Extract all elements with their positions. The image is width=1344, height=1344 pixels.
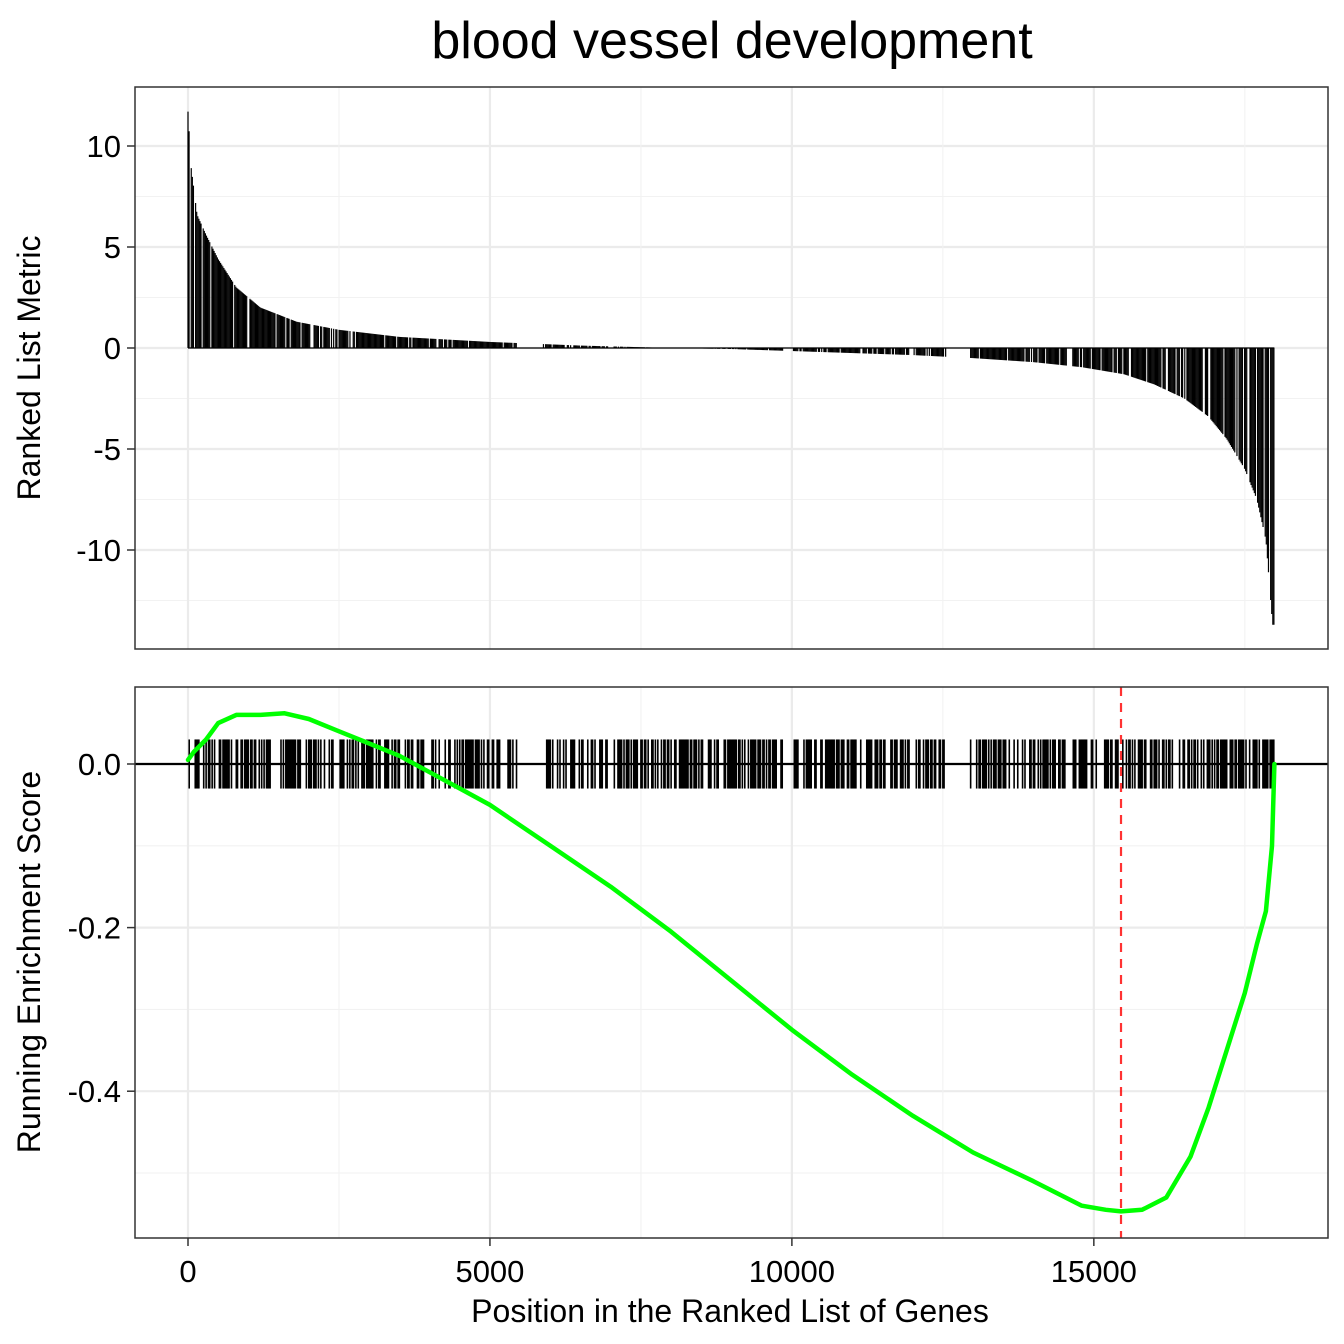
y-tick-label: 0.0 — [78, 747, 121, 782]
bottom-panel-border — [134, 686, 1329, 1239]
top-y-axis-title: Ranked List Metric — [11, 236, 47, 501]
y-tick-label: -0.4 — [68, 1074, 121, 1109]
y-tick-label: -10 — [76, 533, 121, 568]
y-tick-label: -5 — [93, 432, 121, 467]
y-tick-label: 5 — [104, 230, 121, 265]
top-y-axis: 10 5 0 -5 -10 — [76, 129, 135, 568]
x-tick-label: 0 — [179, 1254, 196, 1289]
bottom-y-axis-title: Running Enrichment Score — [11, 771, 47, 1153]
x-tick-label: 15000 — [1051, 1254, 1137, 1289]
x-axis: 0 5000 10000 15000 — [179, 1238, 1137, 1289]
x-tick-label: 10000 — [749, 1254, 835, 1289]
running-es-panel: 0.0 -0.2 -0.4 0 5000 10000 15000 Running Enri… — [11, 686, 1329, 1329]
ranked-metric-bars — [187, 111, 1275, 625]
bottom-y-axis: 0.0 -0.2 -0.4 — [68, 747, 135, 1109]
y-tick-label: 10 — [87, 129, 121, 164]
top-panel-border — [134, 86, 1329, 650]
x-tick-label: 5000 — [455, 1254, 524, 1289]
chart-title: blood vessel development — [431, 12, 1033, 70]
y-tick-label: 0 — [104, 331, 121, 366]
ranked-metric-panel: 10 5 0 -5 -10 Ranked List Metric — [11, 86, 1329, 650]
running-es-line — [185, 711, 1277, 1214]
y-tick-label: -0.2 — [68, 911, 121, 946]
top-panel-background — [135, 87, 1328, 649]
es-annotations — [135, 687, 1328, 1238]
x-axis-title: Position in the Ranked List of Genes — [471, 1293, 989, 1329]
